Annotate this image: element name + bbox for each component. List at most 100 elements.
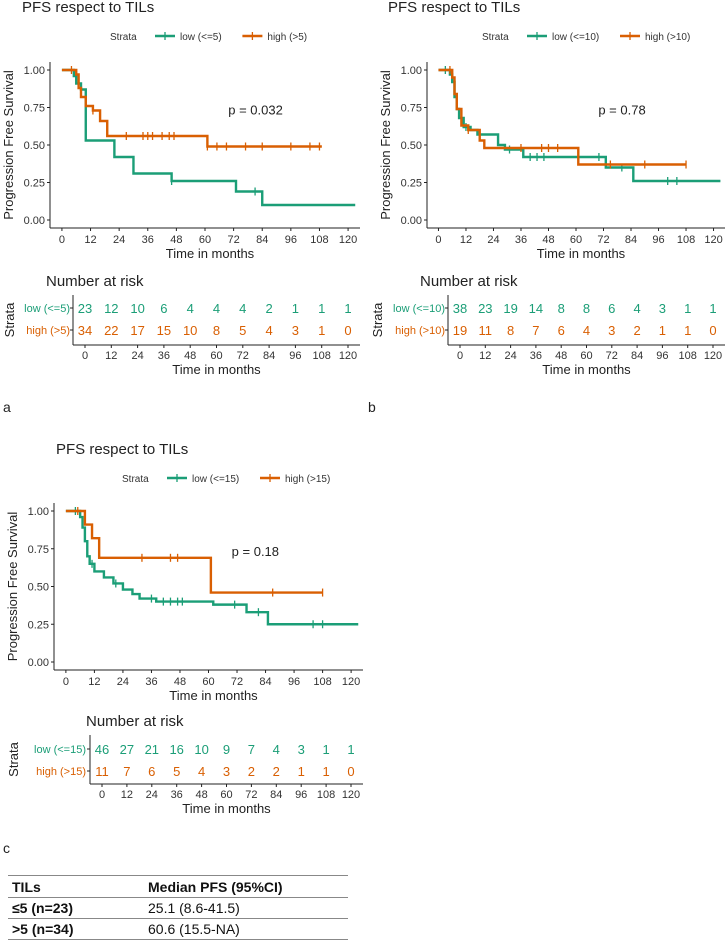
risk-count: 1 <box>298 764 305 779</box>
risk-y-axis-label: Strata <box>2 302 17 337</box>
risk-x-tick-label: 120 <box>704 350 722 362</box>
x-tick-label: 48 <box>174 676 186 688</box>
x-tick-label: 120 <box>339 234 357 246</box>
x-tick-label: 72 <box>231 676 243 688</box>
risk-count: 5 <box>239 323 246 338</box>
table-row: ≤5 (n=23) 25.1 (8.6-41.5) <box>8 897 348 919</box>
y-tick-label: 0.00 <box>24 215 45 227</box>
risk-count: 16 <box>169 742 183 757</box>
risk-count: 4 <box>633 301 640 316</box>
risk-count: 3 <box>608 323 615 338</box>
risk-count: 1 <box>322 764 329 779</box>
x-tick-label: 0 <box>435 234 441 246</box>
x-tick-label: 72 <box>227 234 239 246</box>
x-tick-label: 0 <box>59 234 65 246</box>
y-tick-label: 1.00 <box>28 506 49 518</box>
risk-count: 7 <box>248 742 255 757</box>
risk-count: 3 <box>292 323 299 338</box>
risk-count: 4 <box>198 764 205 779</box>
risk-x-tick-label: 24 <box>504 350 516 362</box>
risk-count: 7 <box>123 764 130 779</box>
risk-count: 1 <box>684 323 691 338</box>
y-tick-label: 0.50 <box>24 140 45 152</box>
risk-x-tick-label: 84 <box>631 350 643 362</box>
risk-count: 9 <box>223 742 230 757</box>
risk-count: 6 <box>608 301 615 316</box>
risk-count: 10 <box>183 323 197 338</box>
table-row-label: ≤5 (n=23) <box>8 897 144 919</box>
risk-count: 0 <box>709 323 716 338</box>
x-tick-label: 36 <box>515 234 527 246</box>
risk-x-tick-label: 36 <box>530 350 542 362</box>
x-tick-label: 36 <box>142 234 154 246</box>
risk-count: 8 <box>213 323 220 338</box>
y-tick-label: 1.00 <box>401 65 422 77</box>
risk-x-tick-label: 12 <box>105 350 117 362</box>
x-tick-label: 48 <box>542 234 554 246</box>
risk-count: 1 <box>322 742 329 757</box>
risk-count: 1 <box>684 301 691 316</box>
risk-count: 22 <box>104 323 118 338</box>
risk-count: 38 <box>453 301 467 316</box>
km-panel-c: PFS respect to TILs Strata low (<=15) high … <box>3 441 363 856</box>
x-tick-label: 12 <box>460 234 472 246</box>
risk-count: 0 <box>344 323 351 338</box>
risk-count: 46 <box>95 742 109 757</box>
y-tick-label: 1.00 <box>24 65 45 77</box>
risk-x-tick-label: 48 <box>555 350 567 362</box>
legend-label-1: high (>15) <box>285 474 330 485</box>
legend-title: Strata <box>110 32 137 43</box>
risk-count: 23 <box>78 301 92 316</box>
risk-row-label-1: high (>15) <box>36 766 86 778</box>
x-tick-label: 12 <box>88 676 100 688</box>
risk-count: 4 <box>265 323 272 338</box>
risk-x-tick-label: 96 <box>295 789 307 801</box>
risk-count: 3 <box>659 301 666 316</box>
risk-x-axis-label: Time in months <box>182 801 271 816</box>
table-row-value: 25.1 (8.6-41.5) <box>144 897 348 919</box>
risk-y-axis-label: Strata <box>370 302 385 337</box>
risk-count: 34 <box>78 323 92 338</box>
risk-x-tick-label: 108 <box>317 789 335 801</box>
p-value-label: p = 0.78 <box>598 103 645 118</box>
y-tick-label: 0.25 <box>401 178 422 190</box>
risk-count: 1 <box>347 742 354 757</box>
risk-x-tick-label: 72 <box>237 350 249 362</box>
risk-row-label-0: low (<=5) <box>24 303 70 315</box>
y-tick-label: 0.50 <box>401 140 422 152</box>
risk-count: 10 <box>194 742 208 757</box>
x-tick-label: 36 <box>145 676 157 688</box>
legend-label-0: low (<=5) <box>180 32 222 43</box>
risk-count: 12 <box>104 301 118 316</box>
risk-count: 1 <box>318 301 325 316</box>
chart-title: PFS respect to TILs <box>22 0 154 16</box>
y-tick-label: 0.25 <box>24 178 45 190</box>
risk-count: 21 <box>145 742 159 757</box>
risk-x-tick-label: 24 <box>146 789 158 801</box>
chart-title: PFS respect to TILs <box>56 441 188 458</box>
risk-count: 6 <box>148 764 155 779</box>
risk-count: 1 <box>344 301 351 316</box>
y-tick-label: 0.75 <box>24 103 45 115</box>
risk-x-tick-label: 120 <box>339 350 357 362</box>
risk-count: 1 <box>709 301 716 316</box>
risk-count: 2 <box>633 323 640 338</box>
risk-count: 6 <box>558 323 565 338</box>
x-tick-label: 108 <box>677 234 695 246</box>
y-tick-label: 0.25 <box>28 619 49 631</box>
risk-x-tick-label: 36 <box>171 789 183 801</box>
risk-count: 2 <box>273 764 280 779</box>
risk-row-label-0: low (<=15) <box>34 744 86 756</box>
panel-label-a: a <box>3 399 11 415</box>
risk-count: 1 <box>292 301 299 316</box>
risk-count: 4 <box>273 742 280 757</box>
risk-count: 11 <box>479 323 493 338</box>
risk-count: 3 <box>223 764 230 779</box>
risk-x-tick-label: 108 <box>679 350 697 362</box>
risk-count: 4 <box>239 301 246 316</box>
x-axis-label: Time in months <box>169 688 258 703</box>
risk-count: 15 <box>157 323 171 338</box>
x-tick-label: 60 <box>199 234 211 246</box>
